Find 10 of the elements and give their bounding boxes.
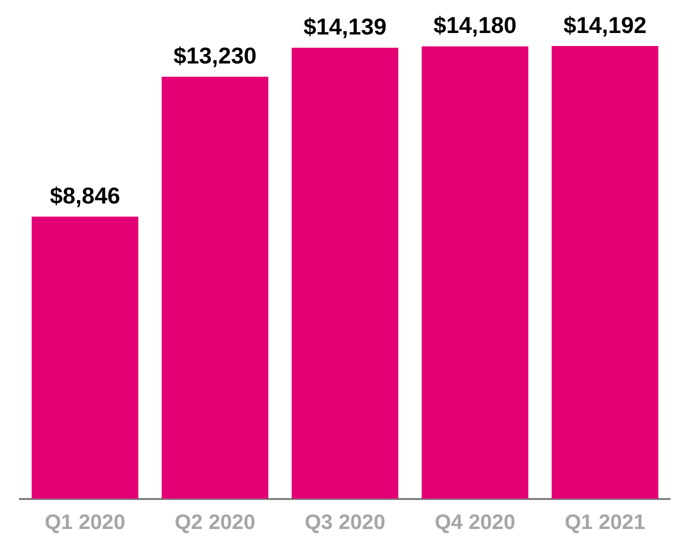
data-label: $14,139	[303, 14, 387, 40]
data-label: $13,230	[173, 42, 257, 69]
x-tick-label: Q1 2020	[44, 511, 126, 534]
data-label: $8,846	[50, 182, 120, 208]
data-label: $14,180	[433, 12, 517, 38]
x-tick-label: Q2 2020	[174, 511, 256, 534]
x-tick-label: Q4 2020	[434, 511, 516, 534]
data-label: $14,192	[563, 12, 647, 38]
x-tick-label: Q1 2021	[564, 511, 646, 534]
x-tick-label: Q3 2020	[304, 511, 386, 534]
